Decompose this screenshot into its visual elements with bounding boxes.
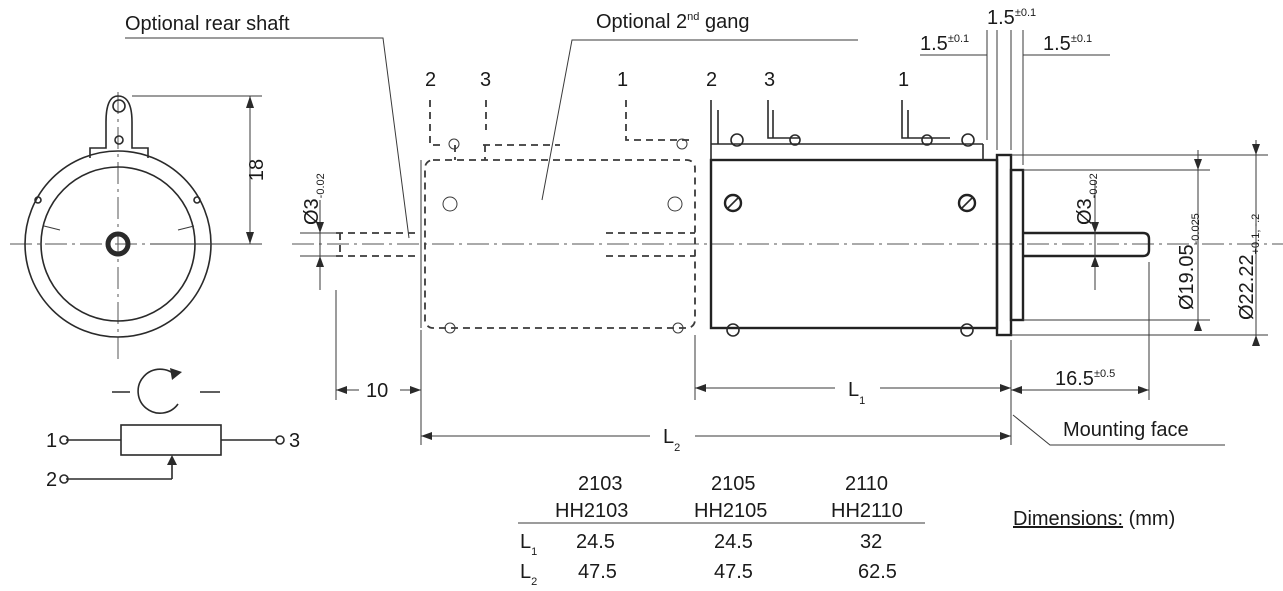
schematic-pin-2: 2 <box>46 469 57 491</box>
table-l2-2105: 47.5 <box>714 561 753 583</box>
table-l1-2110: 32 <box>860 531 882 553</box>
table-hh-2103: HH2103 <box>555 500 628 522</box>
dim-gap-right: 1.5±0.1 <box>1043 33 1092 55</box>
table-hh-2105: HH2105 <box>694 500 767 522</box>
table-l2-2110: 62.5 <box>858 561 897 583</box>
front-view <box>10 92 262 360</box>
gang-terminal-2: 2 <box>425 69 436 91</box>
table-l1-2103: 24.5 <box>576 531 615 553</box>
dimensions-note: Dimensions: (mm) <box>1013 508 1175 530</box>
dim-gap-top: 1.5±0.1 <box>987 7 1036 29</box>
table-model-2110: 2110 <box>845 473 888 495</box>
table-model-2105: 2105 <box>711 473 756 495</box>
table-model-2103: 2103 <box>578 473 623 495</box>
dim-gap-left: 1.5±0.1 <box>920 33 969 55</box>
dim-flange-dia: Ø22.22+0.1, -.2 <box>1236 214 1262 320</box>
schematic-pin-1: 1 <box>46 430 57 452</box>
table-l2-2103: 47.5 <box>578 561 617 583</box>
dim-l1: L1 <box>848 379 865 407</box>
main-terminal-3: 3 <box>764 69 775 91</box>
label-optional-rear-shaft: Optional rear shaft <box>125 13 290 35</box>
label-mounting-face: Mounting face <box>1063 419 1189 441</box>
dim-10: 10 <box>366 380 388 402</box>
label-optional-2nd-gang: Optional 2nd gang <box>596 11 749 33</box>
main-terminal-2: 2 <box>706 69 717 91</box>
side-view <box>125 30 1283 446</box>
dim-front-shaft-dia: Ø3-0.02 <box>1074 173 1100 225</box>
table-row-l2-label: L2 <box>520 561 537 588</box>
schematic-pin-3: 3 <box>289 430 300 452</box>
gang-terminal-1: 1 <box>617 69 628 91</box>
gang-terminal-3: 3 <box>480 69 491 91</box>
dim-rear-shaft-dia: Ø3-0.02 <box>301 173 327 225</box>
dim-l2: L2 <box>663 426 680 454</box>
schematic-symbol <box>59 368 285 484</box>
table-hh-2110: HH2110 <box>831 500 903 522</box>
dim-shaft-length: 16.5±0.5 <box>1055 368 1115 390</box>
dim-height-18: 18 <box>246 159 268 181</box>
table-row-l1-label: L1 <box>520 531 537 558</box>
dim-body-dia: Ø19.05-0.025 <box>1176 213 1202 310</box>
main-terminal-1: 1 <box>898 69 909 91</box>
table-l1-2105: 24.5 <box>714 531 753 553</box>
